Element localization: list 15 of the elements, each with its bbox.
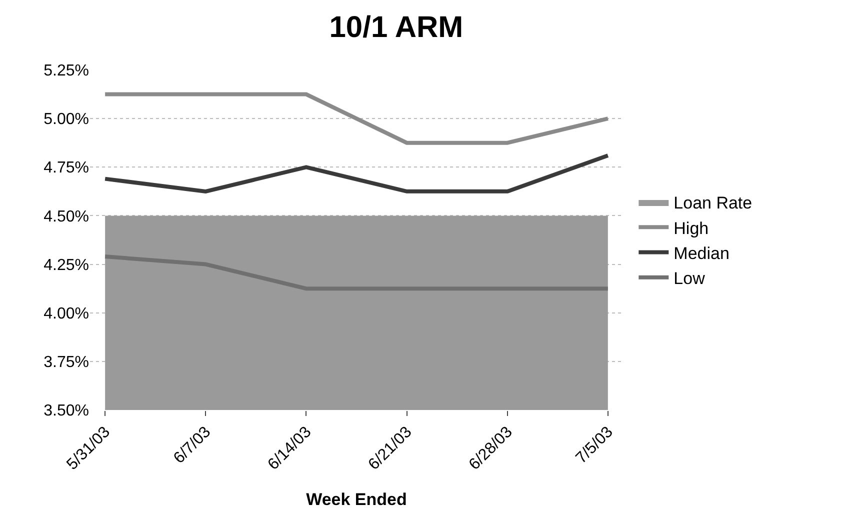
y-tick-label: 3.50% bbox=[44, 402, 89, 420]
legend-label: Loan Rate bbox=[674, 194, 752, 213]
y-tick-label: 4.75% bbox=[44, 160, 89, 177]
legend-label: Median bbox=[674, 244, 730, 263]
y-tick-label: 4.00% bbox=[44, 305, 89, 322]
y-tick-label: 5.25% bbox=[44, 62, 89, 80]
line-series bbox=[103, 153, 610, 194]
y-tick-label: 3.75% bbox=[44, 354, 89, 372]
x-axis-title: Week Ended bbox=[306, 490, 407, 509]
y-tick-label: 4.50% bbox=[44, 208, 89, 226]
chart-title: 10/1 ARM bbox=[329, 10, 464, 44]
legend-label: Low bbox=[674, 268, 706, 288]
y-tick-label: 5.00% bbox=[44, 111, 89, 128]
legend-label: High bbox=[674, 218, 709, 238]
y-tick-label: 4.25% bbox=[44, 256, 89, 274]
